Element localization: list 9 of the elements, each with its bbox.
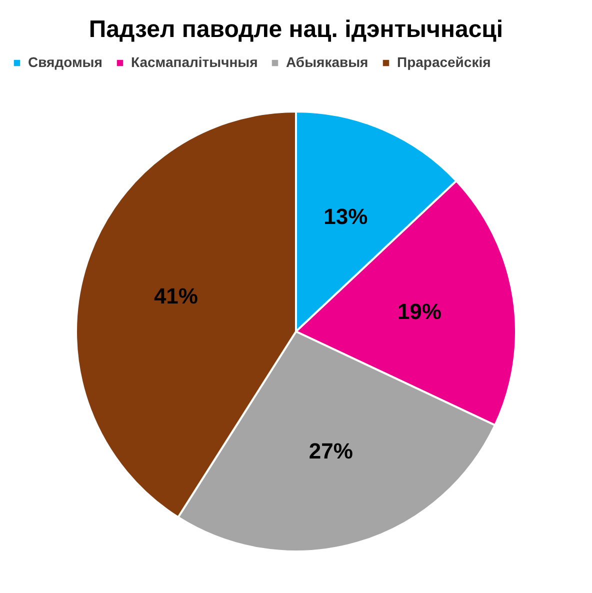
data-label: 13% [324,204,368,229]
data-label: 41% [154,284,198,309]
data-label: 19% [397,298,442,324]
chart-title: Падзел паводле нац. ідэнтычнасці [88,16,504,43]
legend-label: Прарасейскія [397,54,491,70]
legend-label: Абыякавыя [286,54,368,70]
legend-label: Касмапалітычныя [131,54,258,70]
data-label: 27% [308,438,353,464]
legend-label: Свядомыя [28,54,102,70]
